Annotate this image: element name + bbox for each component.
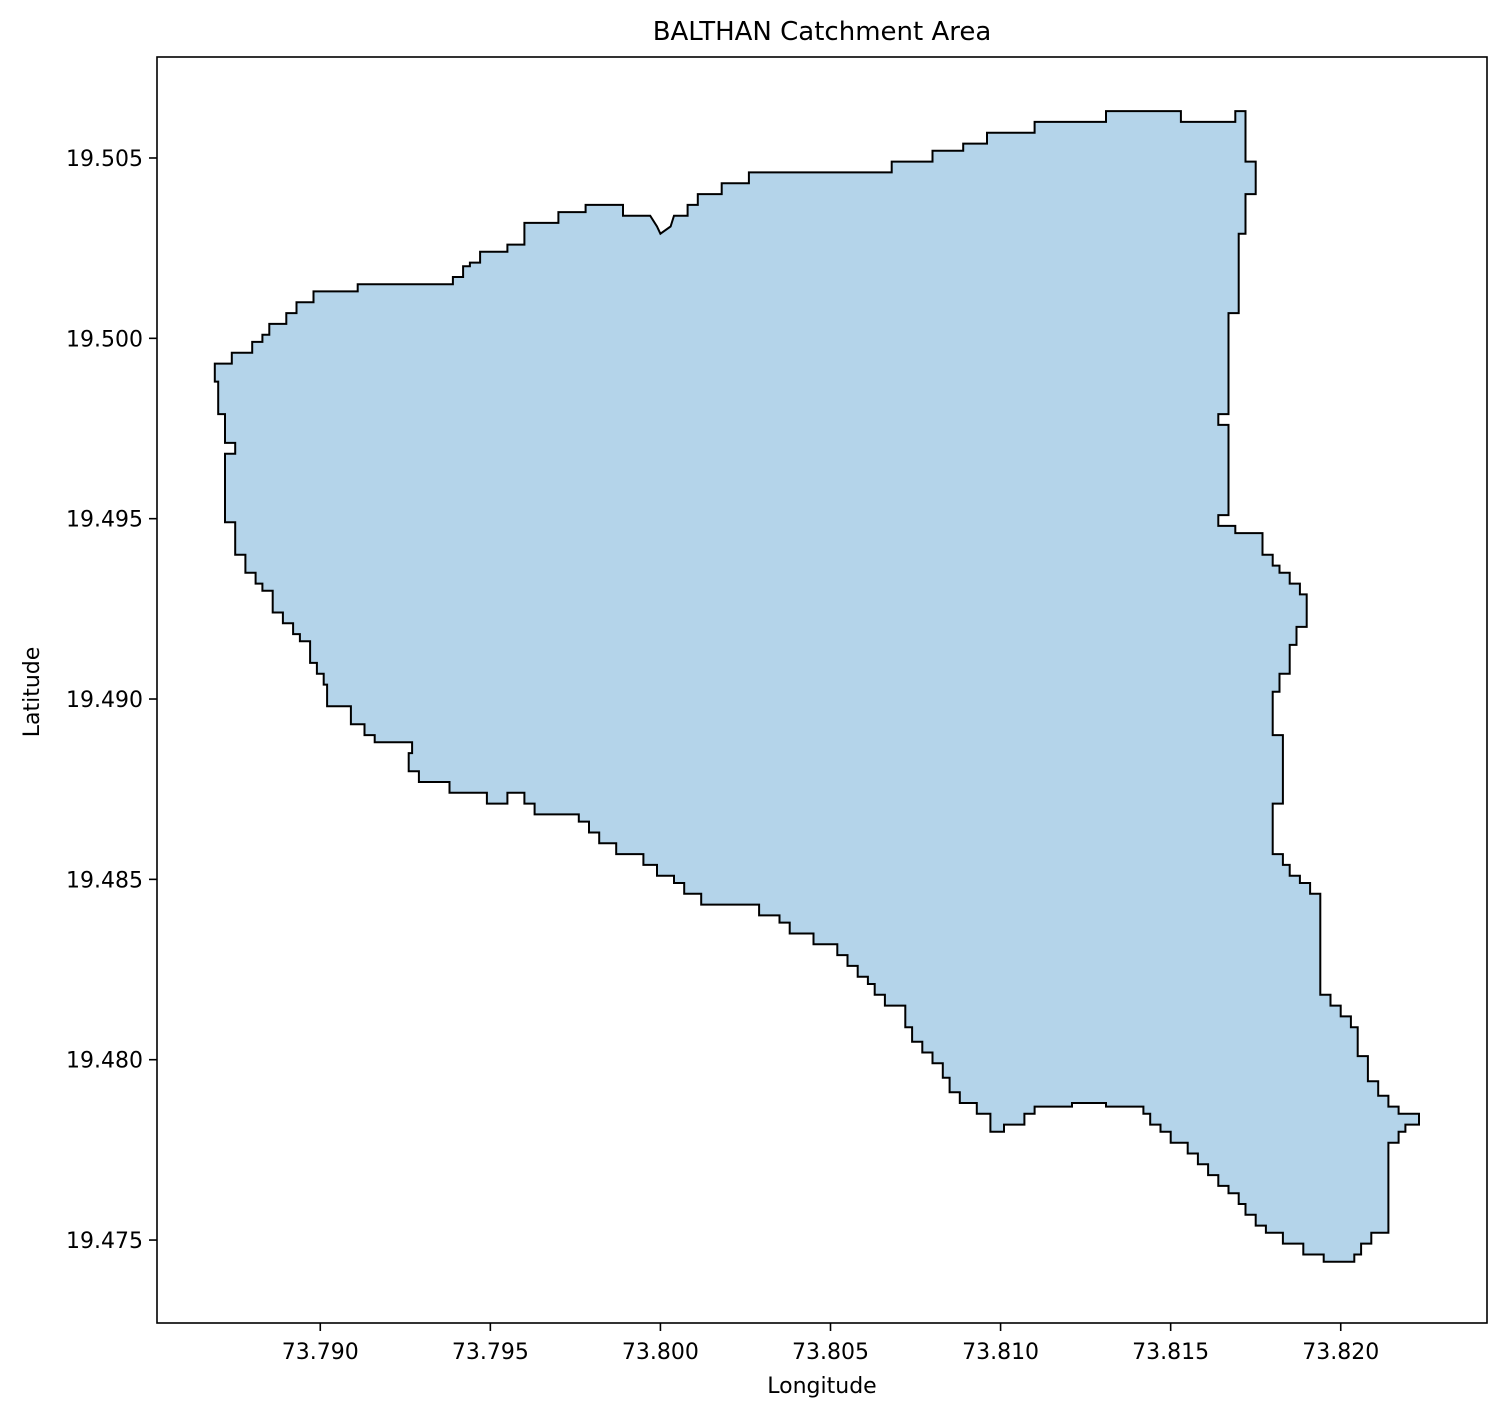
chart-title: BALTHAN Catchment Area — [653, 17, 992, 47]
x-tick-label: 73.800 — [622, 1340, 699, 1365]
x-tick-label: 73.790 — [282, 1340, 359, 1365]
axes-frame — [156, 56, 1488, 1324]
y-tick-label: 19.495 — [66, 508, 143, 533]
y-tick-label: 19.475 — [66, 1229, 143, 1254]
x-tick-label: 73.815 — [1132, 1340, 1209, 1365]
x-tick-label: 73.795 — [452, 1340, 529, 1365]
y-tick-label: 19.480 — [66, 1049, 143, 1074]
x-tick-label: 73.820 — [1302, 1340, 1379, 1365]
y-tick-label: 19.500 — [66, 327, 143, 352]
catchment-polygon — [213, 110, 1420, 1263]
y-axis-label: Latitude — [20, 647, 45, 738]
y-tick-label: 19.505 — [66, 147, 143, 172]
x-tick-label: 73.805 — [792, 1340, 869, 1365]
y-tick-label: 19.490 — [66, 688, 143, 713]
plot-area — [213, 110, 1420, 1263]
y-axis: 19.475 19.480 19.485 19.490 19.495 19.500 19.5… — [66, 147, 157, 1254]
y-tick-label: 19.485 — [66, 868, 143, 893]
x-axis-label: Longitude — [767, 1374, 876, 1399]
x-axis: 73.790 73.795 73.800 73.805 73.810 73.815 73.8… — [282, 1323, 1379, 1365]
x-tick-label: 73.810 — [962, 1340, 1039, 1365]
